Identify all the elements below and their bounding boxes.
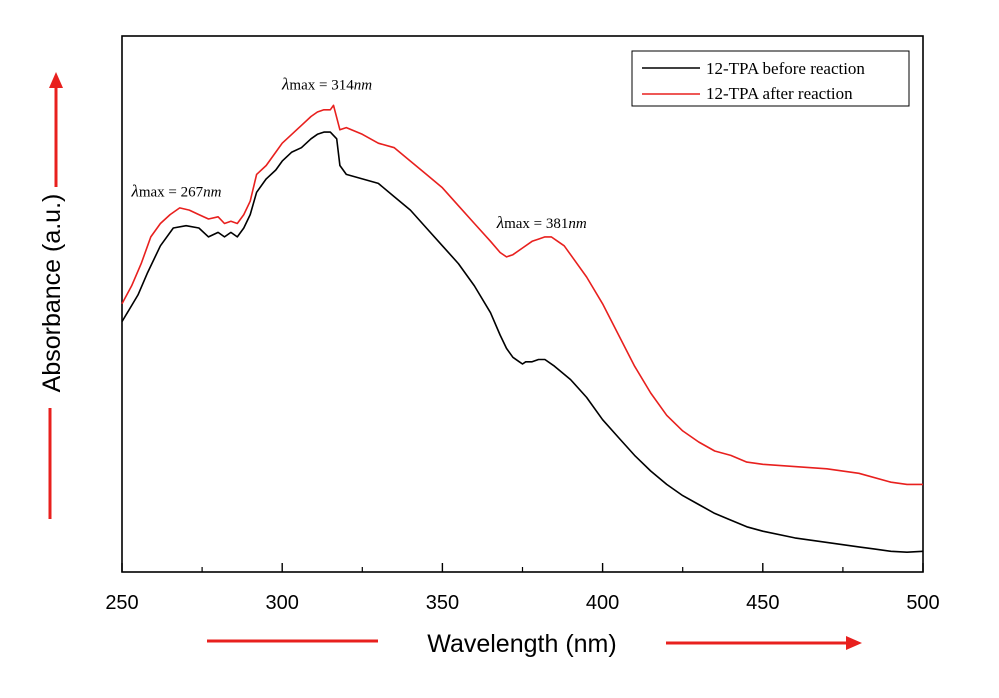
x-axis: 250 300 350 400 450 500 xyxy=(105,563,940,614)
x-axis-title: Wavelength (nm) xyxy=(427,630,616,658)
y-arrow-head xyxy=(49,72,63,88)
peak-annotation-2: λmax = 381nm xyxy=(496,213,587,232)
x-tick-label: 450 xyxy=(746,592,779,614)
plot-area: 250 300 350 400 450 500 λmax = 267nm λmax = 31… xyxy=(105,35,940,614)
series-line-1 xyxy=(121,104,923,486)
peak-annotation-0: λmax = 267nm xyxy=(130,182,221,201)
peak-annotation-1: λmax = 314nm xyxy=(281,75,372,94)
legend: 12-TPA before reaction 12-TPA after reac… xyxy=(631,50,910,107)
x-tick-label: 350 xyxy=(426,592,459,614)
legend-label-after: 12-TPA after reaction xyxy=(706,84,853,103)
series-layer xyxy=(121,104,924,554)
x-tick-label: 300 xyxy=(266,592,299,614)
plot-frame xyxy=(121,35,924,573)
x-tick-label: 500 xyxy=(906,592,939,614)
legend-box xyxy=(631,50,910,107)
x-tick-label: 250 xyxy=(105,592,138,614)
annotations: λmax = 267nm λmax = 314nm λmax = 381nm xyxy=(130,75,586,232)
y-axis-title-group: Absorbance (a.u.) xyxy=(38,72,66,519)
y-axis-title: Absorbance (a.u.) xyxy=(38,194,66,393)
series-line-0 xyxy=(121,131,924,554)
x-arrow-head xyxy=(846,636,862,650)
legend-label-before: 12-TPA before reaction xyxy=(706,59,865,78)
x-axis-title-group: Wavelength (nm) xyxy=(207,630,862,658)
x-tick-label: 400 xyxy=(586,592,619,614)
